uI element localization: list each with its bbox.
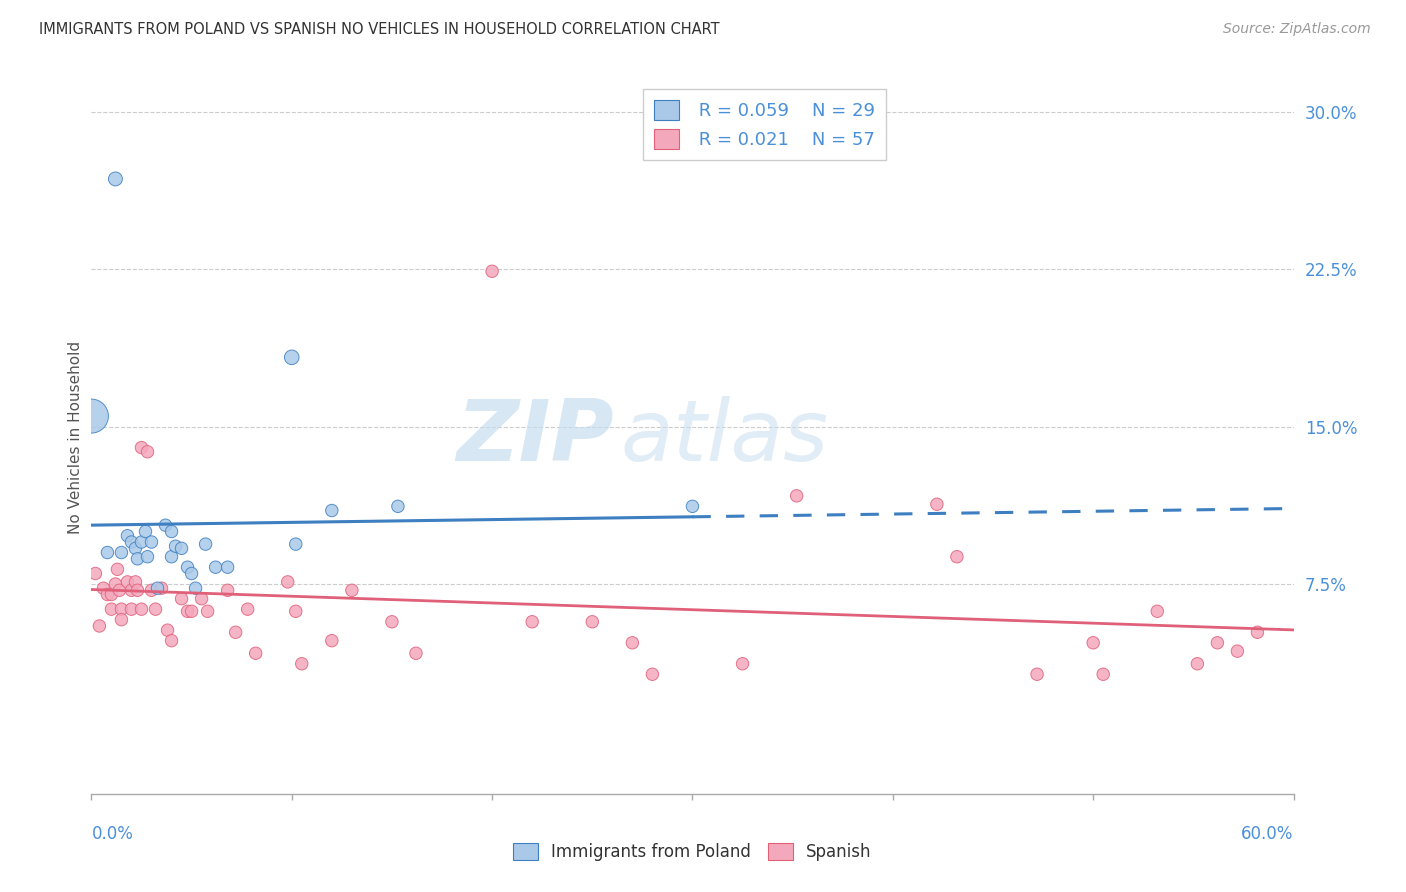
Point — [104, 172, 127, 186]
Point — [121, 602, 143, 616]
Point — [136, 444, 159, 458]
Point — [160, 549, 183, 564]
Point — [117, 529, 139, 543]
Point — [245, 646, 267, 660]
Point — [96, 545, 118, 559]
Text: IMMIGRANTS FROM POLAND VS SPANISH NO VEHICLES IN HOUSEHOLD CORRELATION CHART: IMMIGRANTS FROM POLAND VS SPANISH NO VEH… — [39, 22, 720, 37]
Point — [1187, 657, 1209, 671]
Point — [124, 574, 146, 589]
Text: atlas: atlas — [620, 395, 828, 479]
Point — [925, 497, 948, 511]
Point — [146, 581, 169, 595]
Point — [1026, 667, 1049, 681]
Point — [481, 264, 503, 278]
Point — [197, 604, 219, 618]
Point — [84, 566, 107, 581]
Point — [176, 560, 198, 574]
Point — [236, 602, 259, 616]
Point — [786, 489, 808, 503]
Text: 0.0%: 0.0% — [91, 825, 134, 843]
Point — [621, 636, 644, 650]
Point — [100, 602, 122, 616]
Point — [136, 549, 159, 564]
Point — [946, 549, 969, 564]
Point — [340, 583, 363, 598]
Point — [121, 583, 143, 598]
Point — [150, 581, 173, 595]
Point — [731, 657, 754, 671]
Point — [141, 535, 163, 549]
Point — [277, 574, 299, 589]
Point — [405, 646, 427, 660]
Point — [321, 503, 343, 517]
Point — [160, 633, 183, 648]
Point — [131, 535, 153, 549]
Point — [225, 625, 247, 640]
Point — [1206, 636, 1229, 650]
Point — [681, 500, 703, 514]
Point — [1226, 644, 1249, 658]
Point — [581, 615, 603, 629]
Point — [160, 524, 183, 539]
Text: 60.0%: 60.0% — [1241, 825, 1294, 843]
Point — [127, 551, 149, 566]
Text: Source: ZipAtlas.com: Source: ZipAtlas.com — [1223, 22, 1371, 37]
Point — [131, 441, 153, 455]
Point — [190, 591, 212, 606]
Point — [217, 560, 239, 574]
Legend: Immigrants from Poland, Spanish: Immigrants from Poland, Spanish — [506, 836, 879, 868]
Point — [100, 587, 122, 601]
Point — [641, 667, 664, 681]
Point — [89, 619, 111, 633]
Point — [96, 587, 118, 601]
Point — [121, 535, 143, 549]
Point — [1083, 636, 1105, 650]
Point — [127, 583, 149, 598]
Text: ZIP: ZIP — [457, 395, 614, 479]
Point — [387, 500, 409, 514]
Point — [184, 581, 207, 595]
Y-axis label: No Vehicles in Household: No Vehicles in Household — [67, 341, 83, 533]
Point — [80, 409, 103, 423]
Point — [165, 539, 187, 553]
Point — [110, 613, 132, 627]
Point — [180, 566, 202, 581]
Point — [281, 351, 304, 365]
Point — [155, 518, 177, 533]
Point — [170, 541, 193, 556]
Point — [145, 602, 167, 616]
Point — [381, 615, 404, 629]
Point — [141, 583, 163, 598]
Point — [108, 583, 131, 598]
Point — [204, 560, 226, 574]
Point — [522, 615, 544, 629]
Point — [284, 537, 307, 551]
Point — [1092, 667, 1115, 681]
Point — [180, 604, 202, 618]
Point — [134, 524, 156, 539]
Point — [156, 623, 179, 637]
Point — [124, 541, 146, 556]
Point — [194, 537, 217, 551]
Point — [217, 583, 239, 598]
Point — [117, 574, 139, 589]
Point — [284, 604, 307, 618]
Point — [107, 562, 129, 576]
Point — [110, 545, 132, 559]
Point — [321, 633, 343, 648]
Point — [104, 577, 127, 591]
Point — [291, 657, 314, 671]
Point — [1146, 604, 1168, 618]
Point — [176, 604, 198, 618]
Point — [170, 591, 193, 606]
Point — [93, 581, 115, 595]
Point — [131, 602, 153, 616]
Point — [1246, 625, 1268, 640]
Point — [110, 602, 132, 616]
